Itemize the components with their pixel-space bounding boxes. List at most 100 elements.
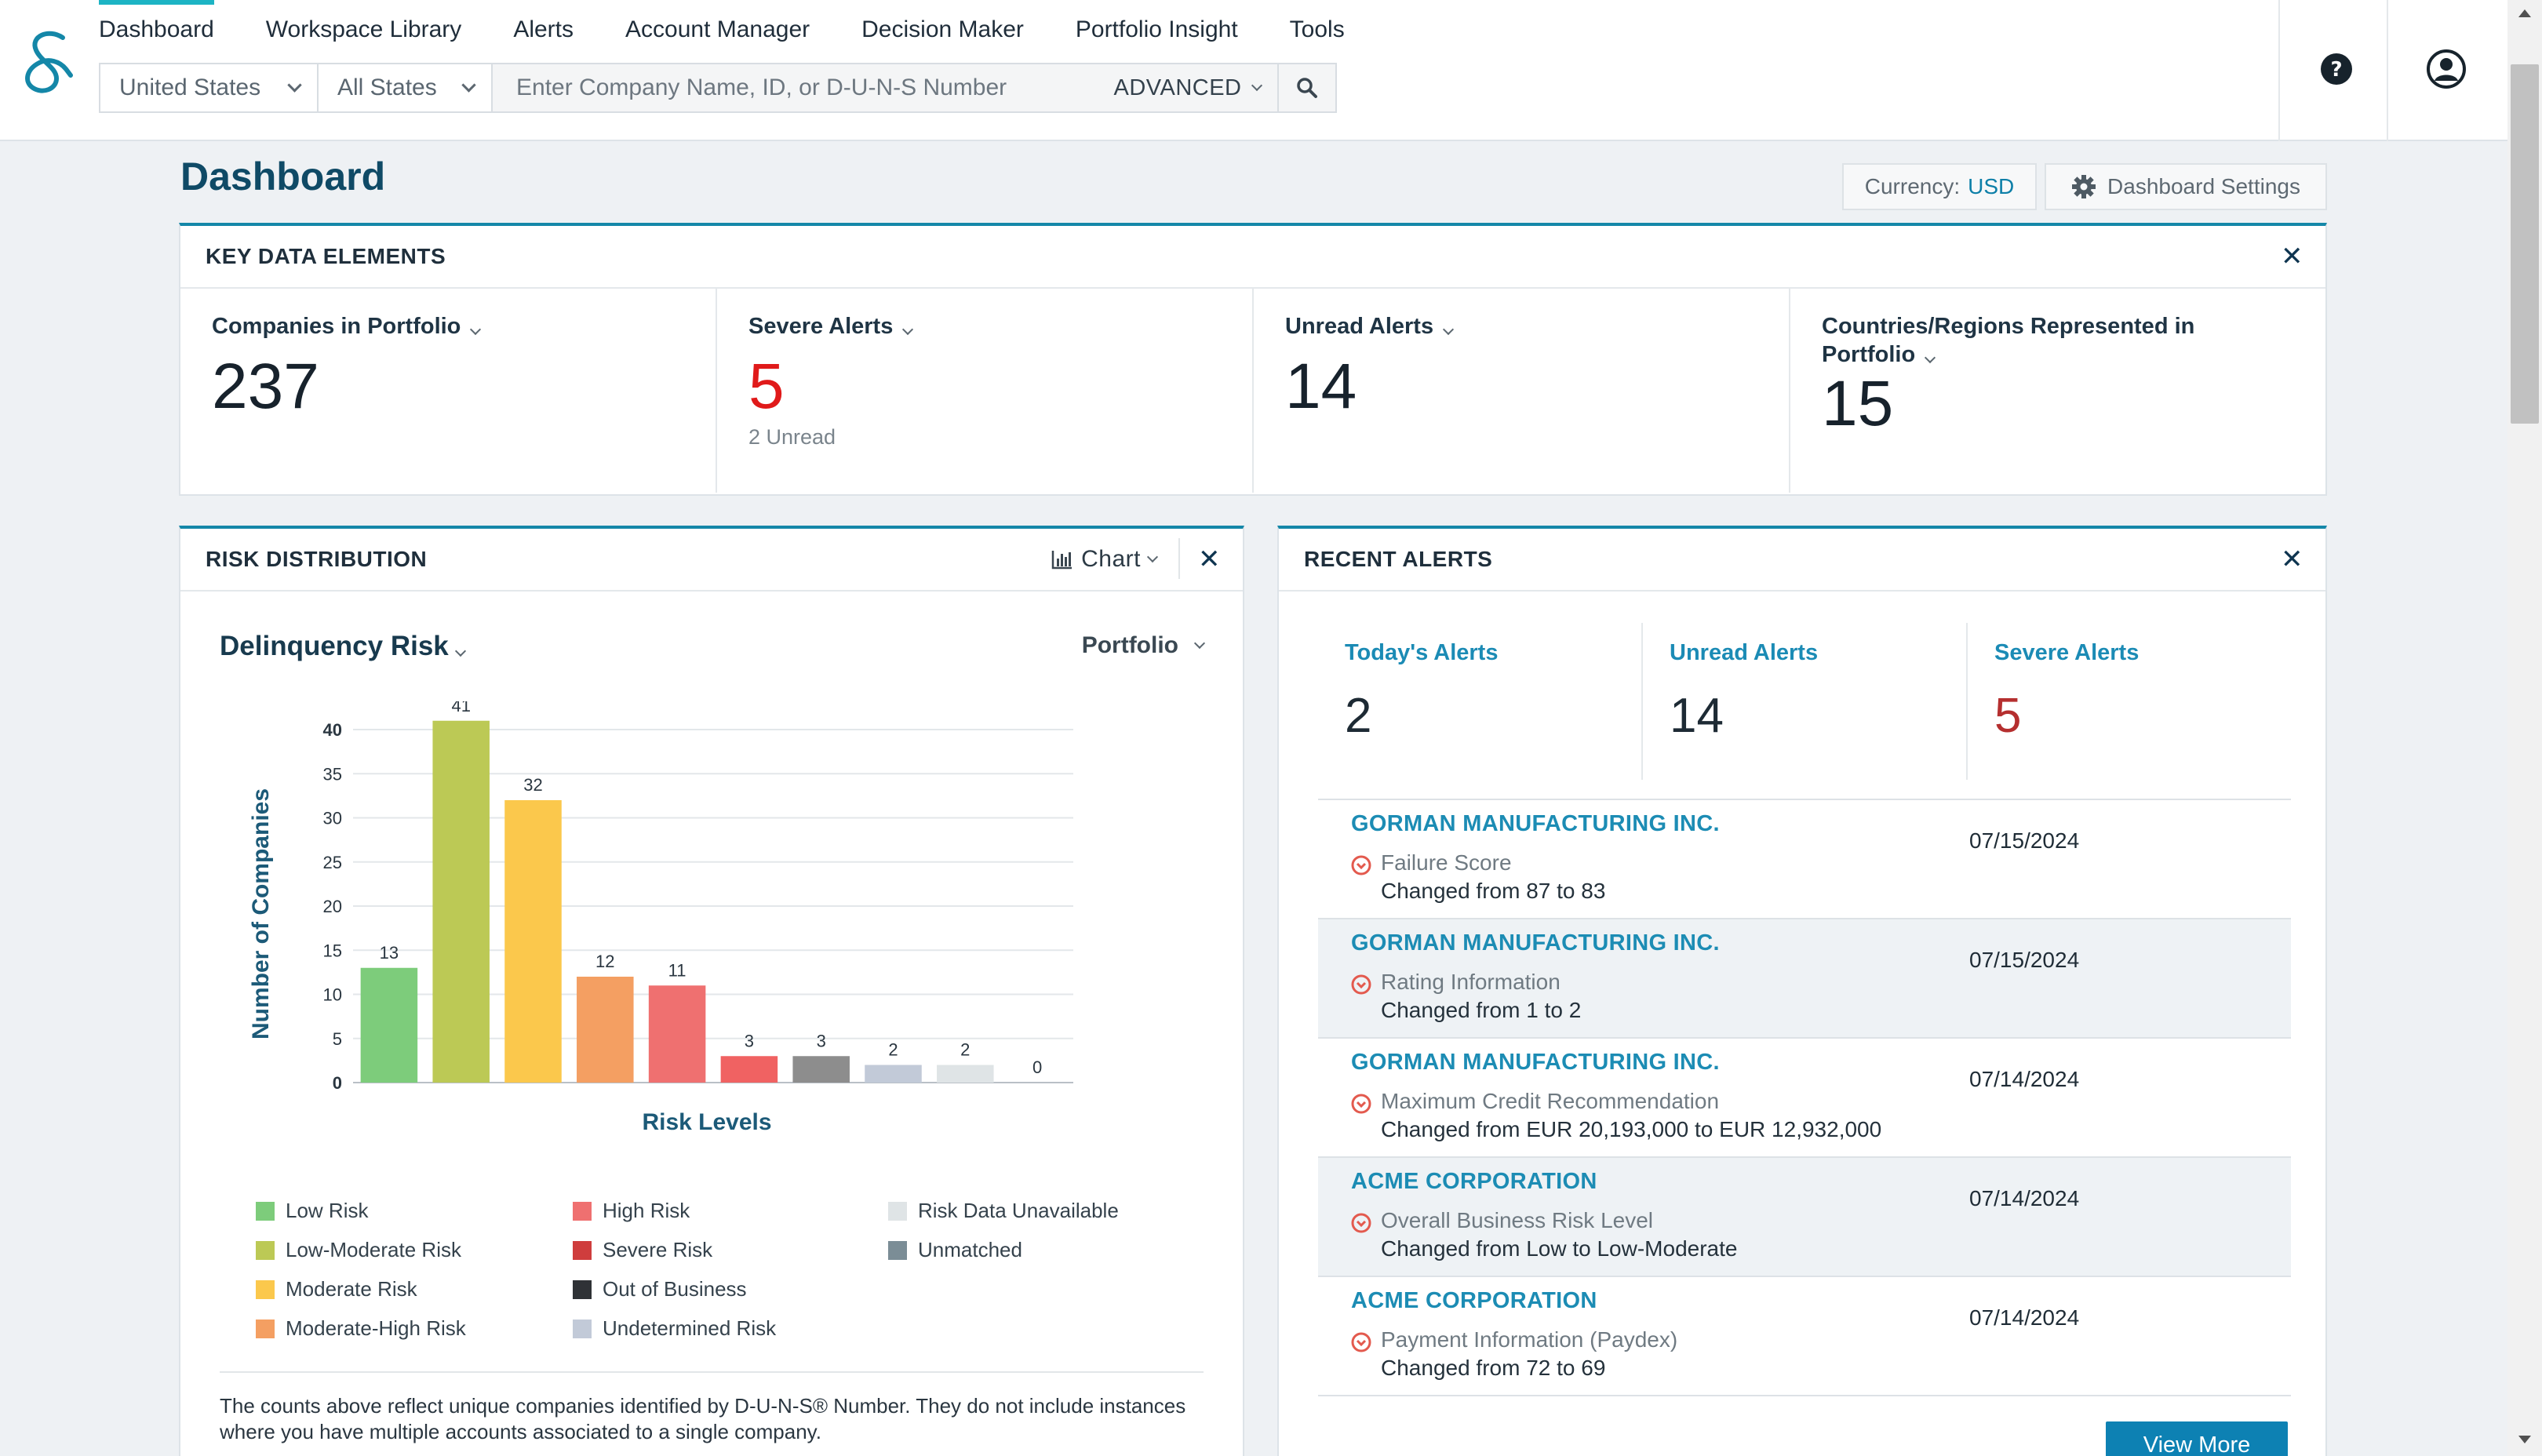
panel-title: KEY DATA ELEMENTS	[206, 244, 446, 268]
help-icon[interactable]: ?	[2314, 47, 2358, 91]
kde-value: 237	[212, 351, 319, 422]
bar-undetermined-risk	[865, 1065, 922, 1083]
legend-item: Low-Moderate Risk	[256, 1238, 461, 1262]
brand-logo[interactable]	[22, 30, 77, 97]
kde-countries-regions: Countries/Regions Represented in Portfol…	[1790, 289, 2325, 493]
kde-value: 14	[1285, 351, 1357, 422]
user-profile-icon[interactable]	[2424, 47, 2468, 91]
close-icon[interactable]: ✕	[2281, 544, 2303, 574]
alert-date: 07/15/2024	[1969, 948, 2080, 972]
chart-view-dropdown[interactable]: Chart	[1051, 546, 1159, 573]
page-scrollbar[interactable]	[2507, 0, 2542, 1456]
page-title: Dashboard	[180, 155, 386, 198]
alert-title: Maximum Credit Recommendation	[1381, 1089, 1720, 1113]
view-more-button[interactable]: View More	[2106, 1421, 2288, 1456]
chevron-down-icon	[454, 645, 466, 657]
alert-list: GORMAN MANUFACTURING INC. 07/15/2024 Fai…	[1318, 799, 2291, 1396]
country-select[interactable]: United States	[100, 64, 319, 111]
alert-company-link[interactable]: GORMAN MANUFACTURING INC.	[1351, 811, 1720, 836]
bar-low-moderate-risk	[432, 720, 490, 1083]
alert-change: Changed from EUR 20,193,000 to EUR 12,93…	[1381, 1117, 1882, 1141]
bar-value-label: 2	[888, 1040, 898, 1060]
chart-legend: Low Risk Low-Moderate Risk Moderate Risk…	[256, 1199, 1197, 1371]
alert-row: GORMAN MANUFACTURING INC. 07/15/2024 Rat…	[1318, 919, 2291, 1039]
bar-value-label: 3	[817, 1031, 826, 1050]
risk-metric-dropdown[interactable]: Delinquency Risk	[220, 631, 466, 662]
bar-moderate-risk	[504, 800, 562, 1083]
header-divider	[1178, 538, 1180, 579]
currency-selector[interactable]: Currency: USD	[1842, 163, 2037, 210]
panel-title: RECENT ALERTS	[1304, 547, 1493, 571]
legend-swatch	[256, 1240, 275, 1260]
chevron-down-icon	[470, 323, 482, 336]
divider	[220, 1371, 1204, 1373]
alert-change: Changed from Low to Low-Moderate	[1381, 1236, 1738, 1261]
chart-footnote: The counts above reflect unique companie…	[220, 1394, 1186, 1443]
todays-alerts-stat[interactable]: Today's Alerts 2	[1318, 623, 1643, 780]
severe-alerts-stat[interactable]: Severe Alerts 5	[1968, 623, 2291, 780]
search-input[interactable]: Enter Company Name, ID, or D-U-N-S Numbe…	[493, 64, 1097, 111]
alert-row: GORMAN MANUFACTURING INC. 07/15/2024 Fai…	[1318, 800, 2291, 919]
y-tick-label: 40	[323, 720, 342, 740]
scroll-up-arrow[interactable]	[2518, 9, 2531, 17]
nav-decision-maker[interactable]: Decision Maker	[861, 16, 1024, 42]
bar-value-label: 3	[745, 1031, 754, 1050]
kde-label[interactable]: Unread Alerts	[1285, 312, 1757, 340]
company-search-bar: United States All States Enter Company N…	[99, 63, 1337, 113]
search-button[interactable]	[1277, 64, 1335, 111]
kde-label[interactable]: Severe Alerts	[748, 312, 1221, 340]
nav-tools[interactable]: Tools	[1289, 16, 1345, 42]
legend-swatch	[888, 1240, 907, 1260]
bar-value-label: 41	[451, 701, 470, 715]
legend-item: Risk Data Unavailable	[888, 1199, 1119, 1223]
kde-label[interactable]: Companies in Portfolio	[212, 312, 684, 340]
panel-header: KEY DATA ELEMENTS ✕	[180, 226, 2325, 289]
legend-swatch	[573, 1201, 592, 1221]
alert-row: ACME CORPORATION 07/14/2024 Overall Busi…	[1318, 1158, 2291, 1277]
close-icon[interactable]: ✕	[2281, 242, 2303, 271]
alert-company-link[interactable]: ACME CORPORATION	[1351, 1169, 1597, 1194]
alert-change: Changed from 72 to 69	[1381, 1356, 1606, 1380]
scrollbar-thumb[interactable]	[2511, 64, 2539, 424]
toolbar-divider	[2278, 0, 2280, 141]
nav-alerts[interactable]: Alerts	[513, 16, 574, 42]
legend-swatch	[573, 1240, 592, 1260]
unread-alerts-stat[interactable]: Unread Alerts 14	[1643, 623, 1968, 780]
alert-company-link[interactable]: GORMAN MANUFACTURING INC.	[1351, 930, 1720, 956]
kde-unread-alerts: Unread Alerts 14	[1254, 289, 1790, 493]
alert-date: 07/14/2024	[1969, 1305, 2080, 1330]
alert-company-link[interactable]: GORMAN MANUFACTURING INC.	[1351, 1050, 1720, 1075]
bar-value-label: 32	[523, 775, 542, 795]
nav-portfolio-insight[interactable]: Portfolio Insight	[1075, 16, 1238, 42]
bar-severe-risk	[720, 1056, 778, 1083]
portfolio-dropdown[interactable]: Portfolio	[1081, 632, 1206, 659]
state-select-value: All States	[337, 75, 437, 100]
alert-down-icon	[1351, 855, 1371, 875]
legend-item: Undetermined Risk	[573, 1316, 776, 1341]
panel-header: RISK DISTRIBUTION Chart ✕	[180, 529, 1243, 592]
chevron-down-icon	[461, 77, 476, 93]
svg-text:?: ?	[2330, 58, 2342, 82]
scroll-down-arrow[interactable]	[2518, 1436, 2531, 1443]
state-select[interactable]: All States	[319, 64, 493, 111]
close-icon[interactable]: ✕	[1198, 544, 1221, 574]
portfolio-label: Portfolio	[1081, 632, 1178, 658]
nav-workspace-library[interactable]: Workspace Library	[265, 16, 462, 42]
advanced-label: ADVANCED	[1113, 75, 1242, 100]
kde-label[interactable]: Countries/Regions Represented in Portfol…	[1822, 314, 2195, 367]
alert-row: GORMAN MANUFACTURING INC. 07/14/2024 Max…	[1318, 1039, 2291, 1158]
dashboard-settings-button[interactable]: Dashboard Settings	[2045, 163, 2327, 210]
nav-account-manager[interactable]: Account Manager	[625, 16, 810, 42]
y-tick-label: 20	[323, 897, 342, 916]
alert-company-link[interactable]: ACME CORPORATION	[1351, 1288, 1597, 1313]
alert-change: Changed from 1 to 2	[1381, 998, 1582, 1022]
stat-value: 14	[1670, 689, 1724, 743]
nav-dashboard[interactable]: Dashboard	[99, 0, 240, 60]
legend-swatch	[573, 1279, 592, 1299]
advanced-search-dropdown[interactable]: ADVANCED	[1097, 64, 1277, 111]
gear-icon	[2072, 175, 2096, 198]
alert-down-icon	[1351, 1094, 1371, 1114]
kde-value: 5	[748, 351, 785, 422]
toolbar-divider	[2387, 0, 2388, 141]
